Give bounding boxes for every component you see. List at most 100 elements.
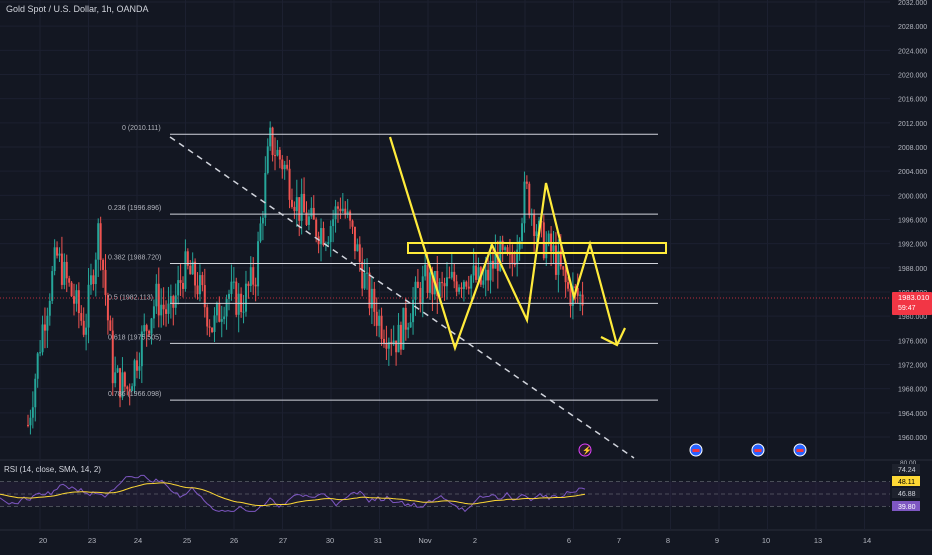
- rsi-line: [0, 474, 586, 513]
- candle-body: [557, 250, 560, 275]
- fib-level-label: 0.786 (1966.098): [108, 391, 161, 398]
- time-axis-label: Nov: [418, 536, 432, 545]
- time-axis-label: 26: [230, 536, 238, 545]
- candle-body: [46, 315, 49, 331]
- candle-body: [487, 269, 490, 281]
- candle-body: [102, 259, 105, 270]
- rsi-value: 46.88: [898, 491, 916, 498]
- candle-body: [366, 272, 369, 274]
- candle-body: [465, 281, 468, 287]
- candle-body: [554, 245, 557, 275]
- candle-body: [443, 283, 446, 287]
- candle-body: [211, 327, 214, 332]
- candle-body: [361, 261, 364, 289]
- candle-body: [252, 267, 255, 285]
- candle-body: [111, 330, 114, 384]
- candle-body: [31, 407, 34, 418]
- candle-body: [43, 324, 46, 331]
- candle-body: [387, 341, 390, 349]
- candle-body: [213, 315, 216, 332]
- candle-body: [375, 311, 378, 326]
- candle-body: [392, 340, 395, 345]
- candle-body: [58, 253, 61, 256]
- candle-body: [39, 352, 42, 354]
- candle-body: [404, 307, 407, 330]
- candle-body: [237, 293, 240, 315]
- candle-body: [106, 295, 109, 321]
- candle-body: [92, 275, 95, 285]
- candle-body: [133, 360, 136, 387]
- candle-body: [41, 324, 44, 353]
- candle-body: [51, 271, 54, 301]
- candle-body: [148, 330, 151, 334]
- candle-body: [351, 220, 354, 227]
- candle-body: [240, 293, 243, 313]
- candle-body: [198, 275, 201, 295]
- candle-body: [295, 197, 298, 212]
- time-axis-label: 10: [762, 536, 770, 545]
- candle-body: [259, 223, 262, 242]
- candle-body: [82, 320, 85, 335]
- candle-body: [494, 252, 497, 269]
- candle-body: [276, 149, 279, 156]
- candle-body: [460, 287, 463, 290]
- candle-body: [65, 261, 68, 279]
- rsi-value-badge: [892, 464, 920, 474]
- candle-body: [36, 353, 39, 379]
- candle-body: [448, 277, 451, 279]
- candle-body: [281, 159, 284, 170]
- candle-body: [501, 240, 504, 250]
- candle-body: [382, 338, 385, 344]
- candle-body: [542, 222, 545, 259]
- time-axis-label: 31: [374, 536, 382, 545]
- candle-body: [56, 247, 59, 256]
- candle-body: [431, 272, 434, 295]
- candle-body: [450, 271, 453, 278]
- candle-body: [271, 127, 274, 156]
- candle-body: [378, 315, 381, 326]
- candle-body: [249, 267, 252, 286]
- candle-body: [203, 285, 206, 308]
- candle-body: [155, 283, 158, 307]
- time-axis-label: 14: [863, 536, 871, 545]
- candle-body: [467, 286, 470, 289]
- fib-level-label: 0.5 (1982.113): [108, 294, 153, 301]
- candle-body: [27, 424, 29, 426]
- candle-body: [140, 331, 143, 367]
- candle-body: [477, 267, 480, 280]
- time-axis-label: 30: [326, 536, 334, 545]
- price-tick-label: 1976.000: [898, 338, 927, 345]
- candle-body: [177, 280, 180, 296]
- fib-level-label: 0 (2010.111): [122, 125, 161, 132]
- candle-body: [576, 288, 579, 296]
- candle-body: [581, 294, 584, 306]
- time-axis-label: 23: [88, 536, 96, 545]
- candle-body: [421, 276, 424, 304]
- candle-body: [266, 146, 269, 173]
- candle-body: [579, 294, 582, 296]
- candle-body: [225, 298, 228, 317]
- candle-body: [135, 360, 138, 371]
- chart-title: Gold Spot / U.S. Dollar, 1h, OANDA: [6, 4, 149, 14]
- candle-body: [329, 226, 332, 243]
- candle-body: [290, 199, 293, 207]
- candle-body: [475, 265, 478, 280]
- time-axis-label: 27: [279, 536, 287, 545]
- flag-icon-stripe: [754, 449, 762, 452]
- candle-body: [424, 264, 427, 277]
- time-axis-label: 8: [666, 536, 670, 545]
- candle-body: [293, 206, 296, 212]
- candle-body: [380, 315, 383, 339]
- candle-body: [508, 253, 511, 255]
- candle-body: [48, 300, 51, 316]
- candle-body: [322, 228, 325, 246]
- candle-body: [332, 219, 335, 227]
- candle-body: [189, 265, 192, 275]
- candle-body: [220, 319, 223, 322]
- candle-body: [208, 326, 211, 328]
- candle-body: [274, 155, 277, 157]
- candle-body: [300, 193, 303, 221]
- candle-body: [305, 212, 308, 225]
